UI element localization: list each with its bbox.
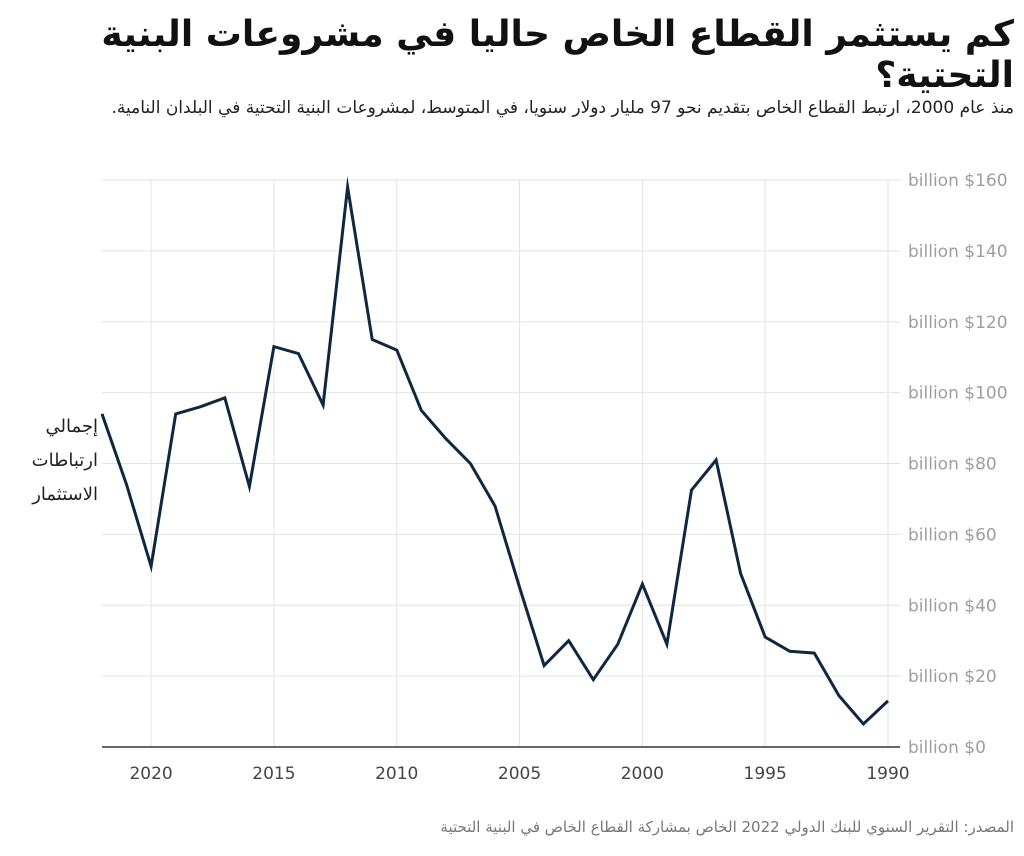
data-point[interactable]	[540, 662, 548, 670]
y-tick-label: billion $120	[908, 313, 1008, 333]
chart-title: كم يستثمر القطاع الخاص حاليا في مشروعات …	[101, 14, 1014, 96]
data-point[interactable]	[466, 460, 474, 468]
x-tick-label: 2000	[621, 764, 664, 784]
x-tick-labels: 1990 1995 2000 2005 2010 2015 2020	[129, 764, 909, 784]
chart-subtitle: منذ عام 2000، ارتبط القطاع الخاص بتقديم …	[111, 98, 1014, 118]
data-point[interactable]	[344, 183, 352, 191]
data-point[interactable]	[172, 410, 180, 418]
data-point[interactable]	[295, 350, 303, 358]
y-tick-label: billion $160	[908, 171, 1008, 191]
y-axis-label-line-1: إجمالي	[45, 416, 98, 437]
data-point[interactable]	[196, 403, 204, 411]
data-point[interactable]	[319, 401, 327, 409]
y-tick-label: billion $60	[908, 525, 997, 545]
data-point[interactable]	[712, 456, 720, 464]
data-point[interactable]	[786, 647, 794, 655]
y-tick-label: billion $140	[908, 242, 1008, 262]
x-tick-label: 2010	[375, 764, 418, 784]
x-tick-label: 2015	[252, 764, 295, 784]
y-tick-label: billion $80	[908, 455, 997, 475]
data-point[interactable]	[123, 481, 131, 489]
data-point[interactable]	[245, 483, 253, 491]
x-tick-label: 2005	[498, 764, 541, 784]
data-point[interactable]	[147, 562, 155, 570]
data-point[interactable]	[417, 406, 425, 414]
data-point[interactable]	[737, 569, 745, 577]
series-line	[100, 176, 890, 727]
data-point[interactable]	[835, 692, 843, 700]
data-point[interactable]	[859, 720, 867, 728]
x-tick-label: 1990	[866, 764, 909, 784]
x-tick-label: 1995	[744, 764, 787, 784]
series-group	[98, 176, 892, 728]
x-tick-label: 2020	[129, 764, 172, 784]
y-axis-label: إجمالي ارتباطات الاستثمار	[0, 410, 98, 512]
data-point[interactable]	[565, 637, 573, 645]
data-point[interactable]	[491, 502, 499, 510]
data-point[interactable]	[393, 346, 401, 354]
data-point[interactable]	[221, 394, 229, 402]
y-tick-label: billion $0	[908, 738, 986, 758]
data-point[interactable]	[884, 697, 892, 705]
data-point[interactable]	[614, 640, 622, 648]
data-point[interactable]	[368, 336, 376, 344]
data-point[interactable]	[516, 584, 524, 592]
y-tick-labels: billion $0 billion $20 billion $40 billion …	[908, 171, 1008, 758]
data-point[interactable]	[761, 633, 769, 641]
y-tick-label: billion $100	[908, 384, 1008, 404]
y-axis-label-line-2: ارتباطات	[31, 450, 98, 471]
data-point[interactable]	[810, 649, 818, 657]
data-point[interactable]	[589, 676, 597, 684]
data-point[interactable]	[270, 343, 278, 351]
data-point[interactable]	[638, 580, 646, 588]
source-note: المصدر: التقرير السنوي للبنك الدولي 2022…	[440, 818, 1014, 836]
data-point[interactable]	[663, 640, 671, 648]
y-tick-label: billion $20	[908, 667, 997, 687]
data-point[interactable]	[442, 435, 450, 443]
y-axis-label-line-3: الاستثمار	[32, 484, 98, 505]
data-point[interactable]	[688, 486, 696, 494]
y-tick-label: billion $40	[908, 596, 997, 616]
data-point[interactable]	[98, 410, 106, 418]
horizontal-gridlines	[102, 179, 900, 677]
